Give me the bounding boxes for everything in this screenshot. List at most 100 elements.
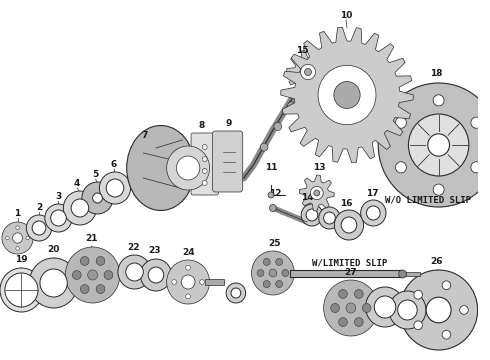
Text: 27: 27 — [344, 268, 357, 277]
Circle shape — [5, 273, 38, 307]
Circle shape — [263, 280, 270, 288]
Circle shape — [251, 251, 294, 295]
Circle shape — [334, 210, 364, 240]
Text: 19: 19 — [15, 255, 28, 264]
Circle shape — [73, 270, 81, 279]
Circle shape — [202, 157, 207, 162]
Text: 25: 25 — [269, 239, 281, 248]
Circle shape — [50, 210, 66, 226]
Text: 1: 1 — [14, 209, 21, 218]
Circle shape — [367, 206, 380, 220]
Circle shape — [339, 289, 347, 298]
Circle shape — [202, 144, 207, 149]
Text: 12: 12 — [269, 189, 281, 198]
Circle shape — [29, 258, 78, 308]
Circle shape — [288, 102, 295, 110]
Circle shape — [80, 285, 89, 293]
Circle shape — [442, 330, 451, 339]
Circle shape — [274, 122, 282, 131]
Circle shape — [374, 296, 396, 318]
Circle shape — [26, 215, 51, 241]
Circle shape — [63, 191, 97, 225]
Text: 11: 11 — [265, 163, 277, 172]
Text: W/O LIMITED SLIP: W/O LIMITED SLIP — [385, 195, 471, 204]
Circle shape — [318, 65, 376, 125]
Circle shape — [263, 258, 270, 265]
Circle shape — [409, 114, 469, 176]
Circle shape — [96, 285, 105, 293]
Text: 8: 8 — [198, 121, 205, 130]
Circle shape — [181, 275, 195, 289]
Polygon shape — [299, 175, 334, 211]
Text: 3: 3 — [55, 192, 62, 201]
Circle shape — [186, 265, 191, 270]
Polygon shape — [287, 50, 329, 94]
Circle shape — [442, 281, 451, 290]
FancyBboxPatch shape — [213, 131, 243, 192]
Circle shape — [433, 184, 444, 195]
Text: 20: 20 — [48, 245, 60, 254]
Circle shape — [323, 280, 378, 336]
Circle shape — [126, 263, 143, 281]
Circle shape — [13, 233, 23, 243]
Circle shape — [16, 247, 19, 250]
Circle shape — [93, 193, 102, 203]
Circle shape — [366, 287, 405, 327]
Circle shape — [327, 75, 367, 115]
Circle shape — [414, 321, 422, 330]
Text: 13: 13 — [314, 163, 326, 172]
Circle shape — [167, 146, 210, 190]
Circle shape — [186, 294, 191, 299]
Circle shape — [140, 259, 172, 291]
Circle shape — [172, 280, 176, 284]
Ellipse shape — [127, 126, 195, 211]
Circle shape — [300, 64, 316, 80]
Circle shape — [16, 226, 19, 229]
Bar — [291, 270, 403, 277]
Circle shape — [282, 270, 289, 276]
Text: W/LIMITED SLIP: W/LIMITED SLIP — [312, 258, 387, 267]
Circle shape — [414, 290, 422, 299]
Circle shape — [471, 117, 482, 128]
Circle shape — [71, 199, 89, 217]
Circle shape — [26, 236, 29, 240]
Circle shape — [231, 288, 241, 298]
Circle shape — [2, 222, 33, 254]
Circle shape — [346, 303, 356, 313]
Text: 26: 26 — [430, 257, 443, 266]
Text: 7: 7 — [141, 131, 147, 140]
Circle shape — [426, 297, 451, 323]
Text: 22: 22 — [127, 243, 140, 252]
Circle shape — [334, 81, 360, 108]
Text: 23: 23 — [149, 246, 161, 255]
Circle shape — [398, 300, 417, 320]
Circle shape — [389, 291, 426, 329]
Circle shape — [314, 190, 319, 196]
Circle shape — [331, 303, 340, 312]
Circle shape — [428, 134, 449, 156]
Circle shape — [460, 306, 468, 314]
Circle shape — [310, 186, 323, 199]
Circle shape — [339, 318, 347, 327]
Circle shape — [341, 217, 357, 233]
Text: 16: 16 — [340, 199, 352, 208]
Circle shape — [399, 270, 407, 278]
Circle shape — [167, 260, 210, 304]
Circle shape — [276, 280, 283, 288]
Circle shape — [96, 256, 105, 265]
Circle shape — [176, 156, 200, 180]
Text: 21: 21 — [85, 234, 98, 243]
Circle shape — [363, 303, 371, 312]
Bar — [205, 279, 224, 285]
Circle shape — [378, 83, 490, 207]
Circle shape — [260, 143, 268, 151]
Text: 6: 6 — [111, 160, 117, 169]
FancyBboxPatch shape — [191, 133, 219, 195]
Circle shape — [6, 236, 9, 240]
Text: 15: 15 — [296, 46, 308, 55]
Circle shape — [202, 180, 207, 185]
Circle shape — [32, 221, 46, 235]
Circle shape — [318, 207, 340, 229]
Circle shape — [65, 247, 120, 303]
Circle shape — [400, 270, 478, 350]
